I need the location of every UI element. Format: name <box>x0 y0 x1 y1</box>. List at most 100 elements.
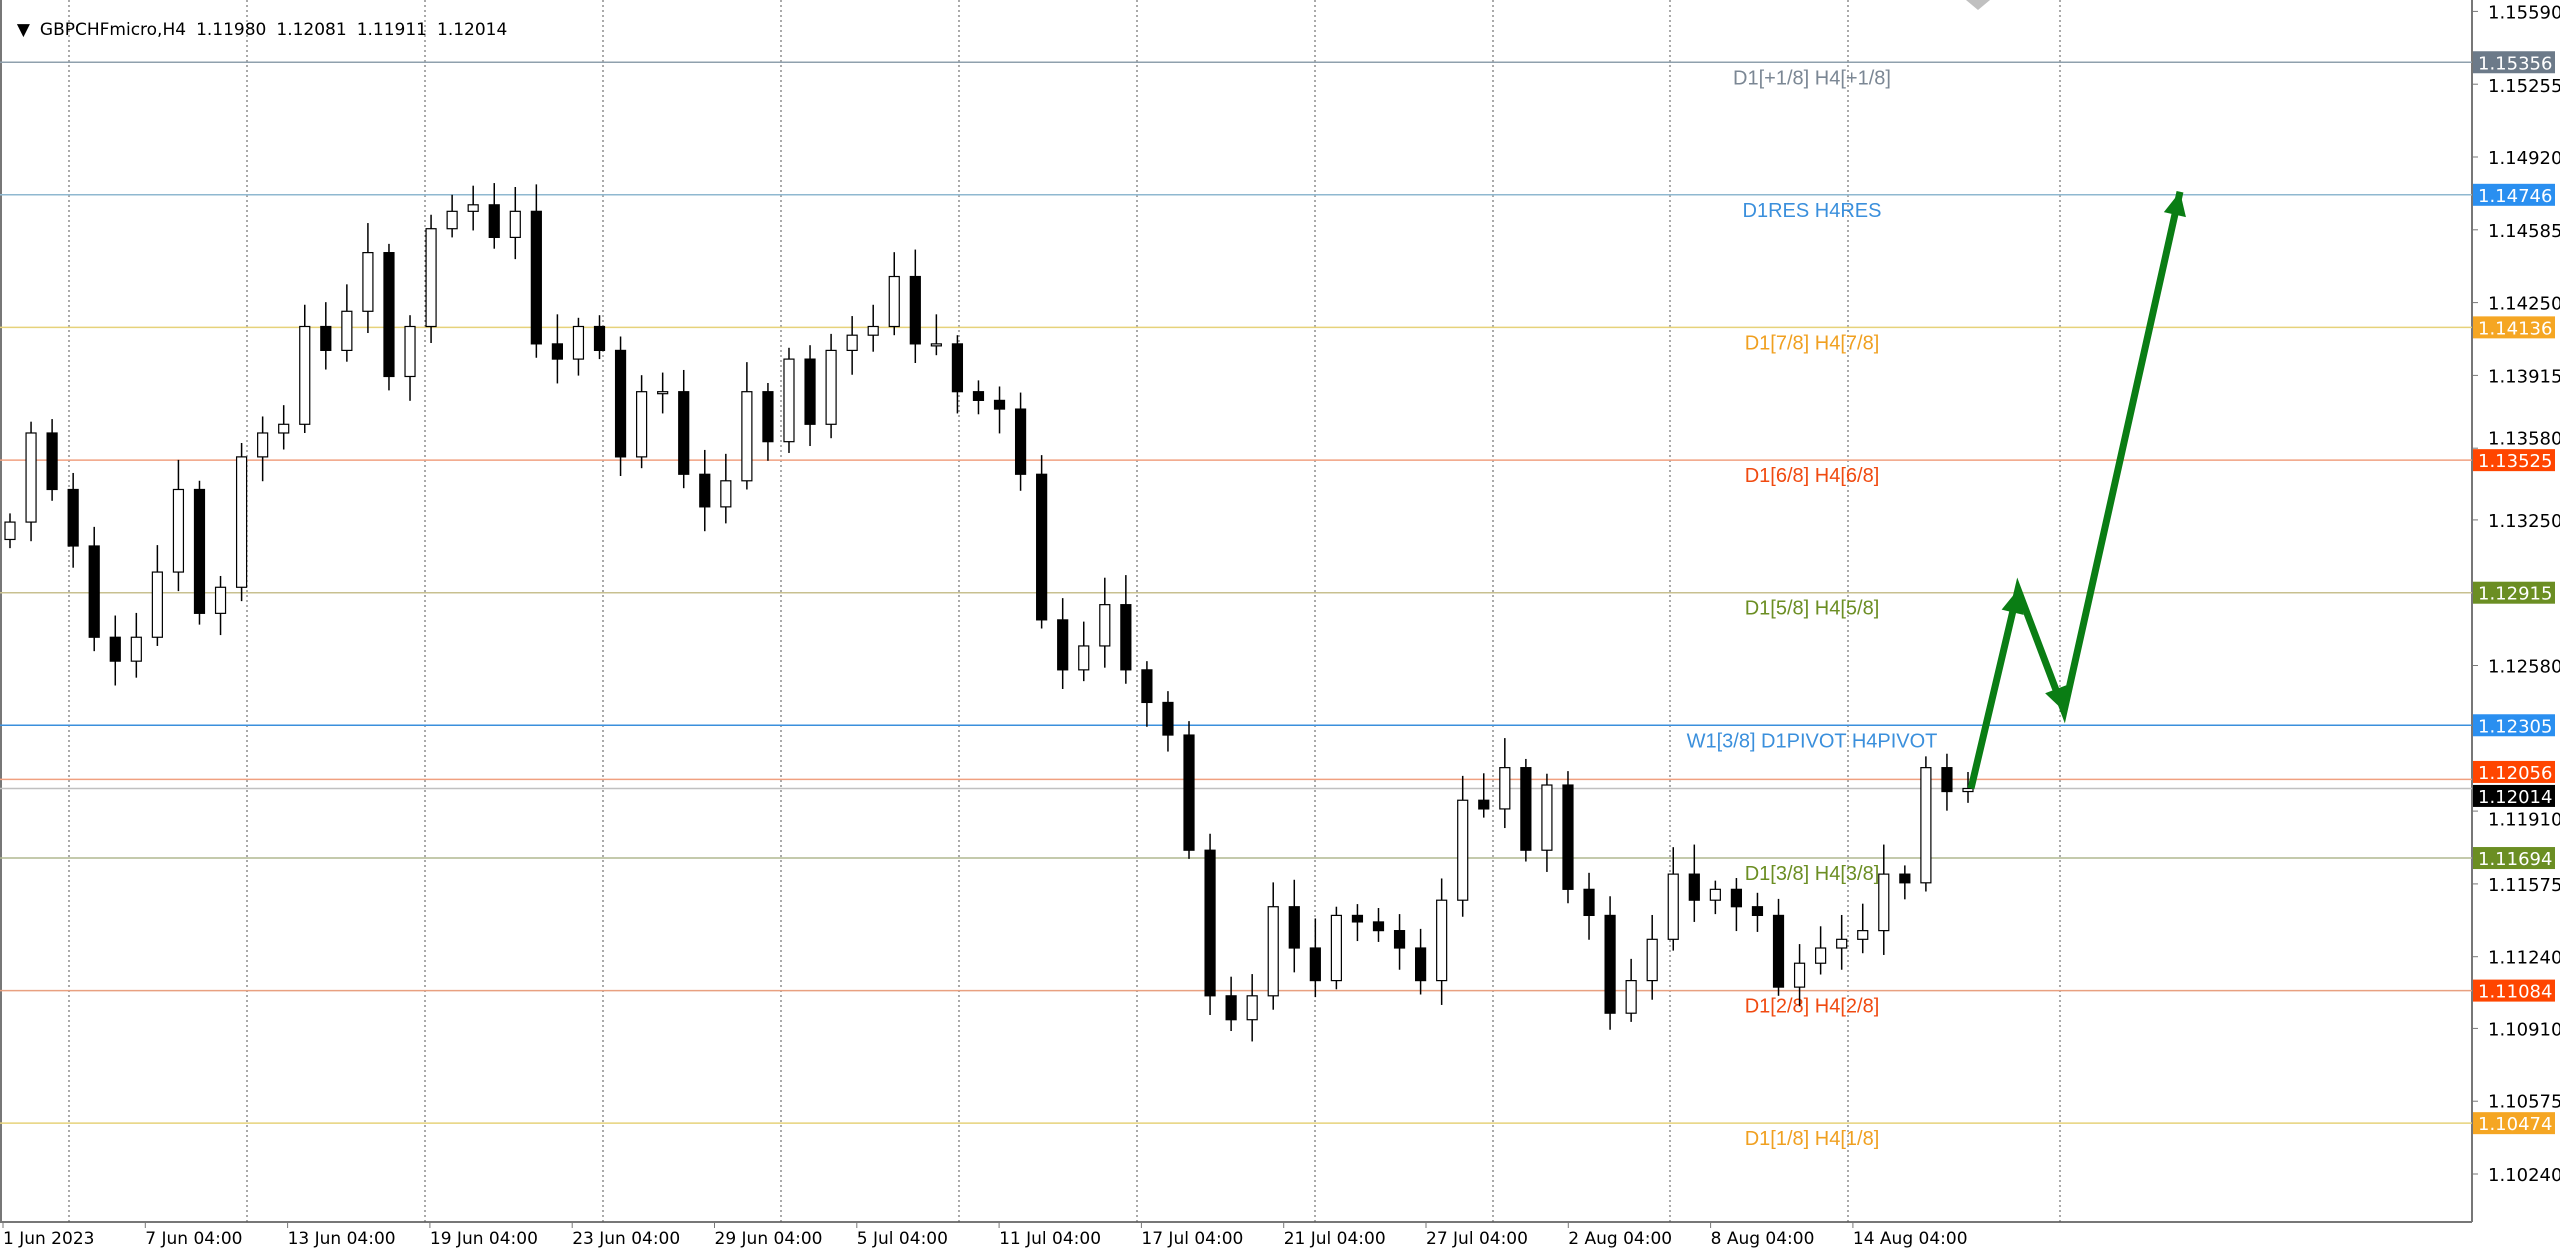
candle <box>383 252 395 378</box>
price-tag: 1.14746 <box>2478 186 2552 207</box>
candle <box>278 423 290 434</box>
y-tick-label: 1.14920 <box>2488 148 2560 169</box>
candle <box>1099 604 1111 647</box>
candle <box>657 391 669 395</box>
candle <box>846 334 858 352</box>
y-tick-label: 1.13580 <box>2488 429 2560 450</box>
candle <box>1793 962 1806 988</box>
candle <box>1120 604 1132 671</box>
candle <box>1730 888 1743 908</box>
scroll-marker-icon <box>1966 0 1990 10</box>
candles <box>4 183 1974 1042</box>
triangle-down-icon[interactable]: ▼ <box>16 20 30 40</box>
x-tick-label: 27 Jul 04:00 <box>1426 1229 1528 1249</box>
arrowhead-icon <box>2045 685 2067 712</box>
candle <box>214 586 227 614</box>
candle <box>404 325 416 378</box>
x-tick-label: 7 Jun 04:00 <box>145 1229 242 1249</box>
price-tag-bg <box>2473 183 2555 206</box>
candle <box>130 636 142 662</box>
bid-price-tag-bg <box>2473 784 2555 807</box>
level-label: D1[7/8] H4[7/8] <box>1745 332 1880 354</box>
candle <box>530 210 542 345</box>
high-price: 1.12081 <box>276 20 347 40</box>
x-tick-label: 23 Jun 04:00 <box>572 1229 680 1249</box>
candle <box>362 252 374 312</box>
level-label: D1[6/8] H4[6/8] <box>1745 465 1880 487</box>
candle <box>257 432 269 458</box>
candle <box>67 488 79 547</box>
candle <box>1751 906 1764 917</box>
candle <box>109 636 121 662</box>
candle <box>25 432 37 523</box>
price-tag-extra-bg <box>2473 760 2555 783</box>
y-tick-label: 1.10910 <box>2488 1019 2560 1040</box>
candle <box>446 210 458 230</box>
x-tick-label: 19 Jun 04:00 <box>430 1229 538 1249</box>
candle <box>1604 914 1616 1014</box>
candle <box>699 473 711 508</box>
x-tick-label: 2 Aug 04:00 <box>1568 1229 1672 1249</box>
candle <box>636 391 648 458</box>
y-tick-label: 1.11240 <box>2488 948 2560 969</box>
candle <box>46 432 58 491</box>
price-tag-extra: 1.12056 <box>2478 763 2552 784</box>
candle <box>762 391 774 443</box>
candle <box>1667 873 1679 940</box>
candle <box>951 343 964 393</box>
candle <box>1520 767 1532 851</box>
candle <box>741 391 753 482</box>
candle <box>1836 938 1848 949</box>
price-tag: 1.12915 <box>2478 584 2552 605</box>
candle <box>993 399 1006 410</box>
price-tag: 1.11084 <box>2478 982 2552 1003</box>
forecast-arrow <box>1967 191 2184 790</box>
candle <box>488 204 500 239</box>
candle <box>614 349 627 458</box>
price-tag: 1.12305 <box>2478 716 2552 737</box>
candle <box>1267 906 1279 997</box>
candle <box>1225 995 1237 1021</box>
arrowhead-icon <box>2001 589 2024 615</box>
candle <box>572 325 585 360</box>
x-tick-label: 29 Jun 04:00 <box>715 1229 823 1249</box>
x-tick-label: 21 Jul 04:00 <box>1284 1229 1386 1249</box>
candle <box>193 488 206 614</box>
candle <box>1162 701 1174 736</box>
chart-header: ▼ GBPCHFmicro,H4 1.11980 1.12081 1.11911 1.12… <box>6 0 517 40</box>
candle <box>1014 408 1027 475</box>
y-tick-label: 1.12580 <box>2488 657 2560 678</box>
candle <box>825 349 837 425</box>
y-tick-label: 1.14250 <box>2488 294 2560 315</box>
candle <box>1688 873 1700 901</box>
level-label: D1[1/8] H4[1/8] <box>1745 1128 1880 1150</box>
price-tag: 1.15356 <box>2478 53 2552 74</box>
candle <box>678 391 690 475</box>
candle <box>1857 930 1869 940</box>
price-tag-bg <box>2473 979 2555 1002</box>
candle <box>1372 921 1385 932</box>
candle <box>1141 669 1153 704</box>
level-label: D1[3/8] H4[3/8] <box>1745 863 1880 885</box>
price-tag: 1.14136 <box>2478 318 2552 339</box>
candle <box>888 275 900 328</box>
price-tag: 1.10474 <box>2478 1114 2552 1135</box>
price-tag: 1.13525 <box>2478 451 2552 472</box>
candle <box>909 275 921 345</box>
candle <box>1330 914 1342 982</box>
x-tick-label: 14 Aug 04:00 <box>1853 1229 1968 1249</box>
price-tag-bg <box>2473 449 2555 472</box>
candle <box>467 204 479 212</box>
candle <box>1562 784 1574 890</box>
x-tick-label: 8 Aug 04:00 <box>1711 1229 1815 1249</box>
candle <box>1183 734 1195 851</box>
candle <box>1583 888 1595 917</box>
candle <box>299 325 311 425</box>
candle <box>593 325 606 352</box>
candle <box>1078 645 1090 671</box>
price-tag-bg <box>2473 316 2555 339</box>
candle <box>1709 888 1721 901</box>
candle <box>1478 799 1490 810</box>
level-label: D1[2/8] H4[2/8] <box>1745 996 1880 1018</box>
